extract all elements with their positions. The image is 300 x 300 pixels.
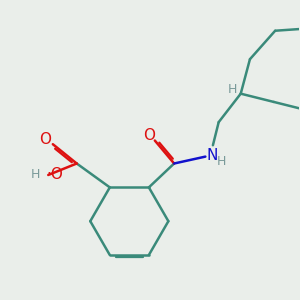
Text: O: O [143,128,155,142]
Text: ·O: ·O [46,167,63,182]
Text: H: H [217,155,226,168]
Text: O: O [40,132,52,147]
Text: N: N [206,148,218,163]
Text: H: H [228,83,237,97]
Text: H: H [31,168,40,181]
